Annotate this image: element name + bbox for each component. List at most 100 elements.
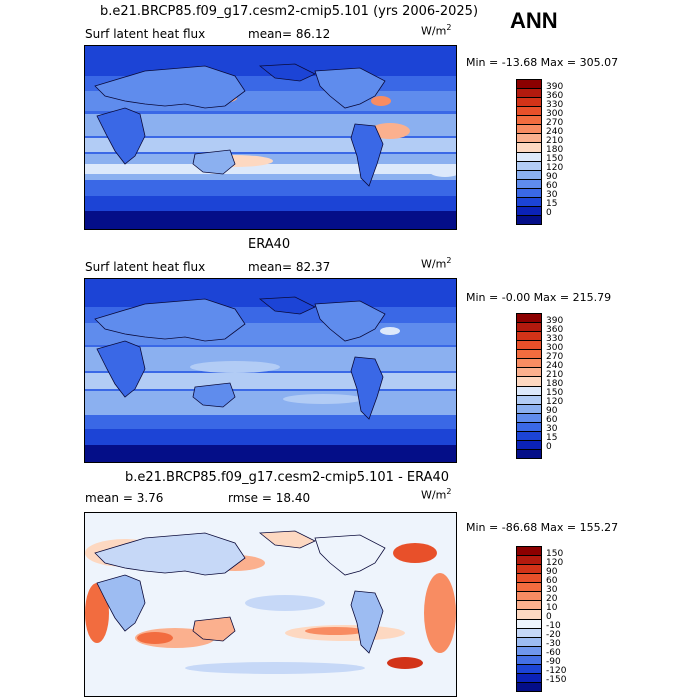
panel2-units: W/m2: [421, 256, 452, 271]
panel3-colorbar-swatch: [517, 673, 541, 683]
panel3-units: W/m2: [421, 487, 452, 502]
colorbar-tick-label: 300: [546, 109, 564, 119]
panel2-colorbar: [516, 313, 542, 459]
colorbar-tick-label: 330: [546, 100, 564, 110]
colorbar-tick-label: 60: [546, 576, 558, 586]
panel3-colorbar-swatch: [517, 556, 541, 566]
panel1-colorbar-swatch: [517, 179, 541, 189]
colorbar-tick-label: 120: [546, 558, 564, 568]
colorbar-tick-label: 330: [546, 334, 564, 344]
colorbar-tick-label: 20: [546, 594, 558, 604]
colorbar-tick-label: -60: [546, 648, 561, 658]
panel1-colorbar-swatch: [517, 125, 541, 135]
panel2-colorbar-swatch: [517, 332, 541, 342]
panel1-colorbar-swatch: [517, 98, 541, 108]
panel3-colorbar-swatch: [517, 664, 541, 674]
colorbar-tick-label: -30: [546, 639, 561, 649]
panel1-colorbar-swatch: [517, 206, 541, 216]
panel2-colorbar-swatch: [517, 368, 541, 378]
panel1-colorbar-swatch: [517, 161, 541, 171]
panel3-rmse: rmse = 18.40: [228, 491, 311, 505]
panel3-colorbar-swatch: [517, 601, 541, 611]
colorbar-tick-label: 0: [546, 442, 552, 452]
panel3-colorbar-swatch: [517, 574, 541, 584]
colorbar-tick-label: -10: [546, 621, 561, 631]
colorbar-tick-label: 15: [546, 199, 558, 209]
panel2-colorbar-ticks: 390 360 330 300 270 240 210 180 150 120 90 60 30 15 0: [546, 313, 586, 457]
panel1-variable: Surf latent heat flux: [85, 27, 206, 41]
panel1-title: b.e21.BRCP85.f09_g17.cesm2-cmip5.101 (yr…: [100, 4, 479, 19]
panel1-colorbar-swatch: [517, 116, 541, 126]
panel1-colorbar-swatch: [517, 215, 541, 224]
panel2-colorbar-swatch: [517, 377, 541, 387]
colorbar-tick-label: 180: [546, 379, 564, 389]
colorbar-tick-label: 90: [546, 172, 558, 182]
colorbar-tick-label: -120: [546, 666, 567, 676]
panel2-colorbar-swatch: [517, 404, 541, 414]
colorbar-tick-label: 30: [546, 424, 558, 434]
panel1-mean: mean= 86.12: [248, 27, 331, 41]
panel3-colorbar: [516, 546, 542, 692]
panel3-colorbar-ticks: 150 120 90 60 30 20 10 0 -10 -20 -30 -60 -90 -120 -150: [546, 546, 586, 690]
panel1-colorbar-swatch: [517, 152, 541, 162]
panel1-colorbar-swatch: [517, 143, 541, 153]
panel3-colorbar-swatch: [517, 619, 541, 629]
panel3-mean: mean = 3.76: [85, 491, 164, 505]
colorbar-tick-label: -20: [546, 630, 561, 640]
panel2-map-svg: [85, 279, 456, 462]
colorbar-tick-label: 360: [546, 325, 564, 335]
panel2-colorbar-swatch: [517, 440, 541, 450]
panel1-units: W/m2: [421, 23, 452, 38]
colorbar-tick-label: -150: [546, 675, 567, 685]
colorbar-tick-label: 10: [546, 603, 558, 613]
panel3-map: [84, 512, 457, 697]
panel2-colorbar-swatch: [517, 395, 541, 405]
panel3-colorbar-swatch: [517, 646, 541, 656]
colorbar-tick-label: 240: [546, 127, 564, 137]
panel3-title: b.e21.BRCP85.f09_g17.cesm2-cmip5.101 - E…: [125, 470, 450, 485]
panel2-map: [84, 278, 457, 463]
colorbar-tick-label: 300: [546, 343, 564, 353]
panel1-colorbar-swatch: [517, 170, 541, 180]
season-label: ANN: [510, 8, 558, 33]
panel3-colorbar-swatch: [517, 592, 541, 602]
panel1-colorbar-swatch: [517, 80, 541, 90]
colorbar-tick-label: 120: [546, 397, 564, 407]
panel2-colorbar-swatch: [517, 386, 541, 396]
colorbar-tick-label: 390: [546, 82, 564, 92]
panel3-colorbar-swatch: [517, 565, 541, 575]
panel1-map-svg: [85, 46, 456, 229]
colorbar-tick-label: 90: [546, 406, 558, 416]
colorbar-tick-label: 30: [546, 190, 558, 200]
colorbar-tick-label: 30: [546, 585, 558, 595]
panel3-colorbar-swatch: [517, 610, 541, 620]
colorbar-tick-label: 150: [546, 154, 564, 164]
panel2-colorbar-swatch: [517, 314, 541, 324]
colorbar-tick-label: 210: [546, 136, 564, 146]
colorbar-tick-label: 390: [546, 316, 564, 326]
panel2-colorbar-swatch: [517, 350, 541, 360]
panel3-colorbar-swatch: [517, 583, 541, 593]
panel2-colorbar-swatch: [517, 449, 541, 458]
colorbar-tick-label: 0: [546, 612, 552, 622]
colorbar-tick-label: 60: [546, 181, 558, 191]
panel2-colorbar-swatch: [517, 323, 541, 333]
panel2-colorbar-swatch: [517, 431, 541, 441]
panel1-colorbar-swatch: [517, 188, 541, 198]
panel3-colorbar-swatch: [517, 682, 541, 691]
colorbar-tick-label: 150: [546, 388, 564, 398]
panel3-map-svg: [85, 513, 456, 696]
panel2-mean: mean= 82.37: [248, 260, 331, 274]
panel1-minmax: Min = -13.68 Max = 305.07: [466, 56, 619, 69]
panel2-colorbar-swatch: [517, 422, 541, 432]
colorbar-tick-label: 360: [546, 91, 564, 101]
panel2-title: ERA40: [248, 237, 291, 252]
colorbar-tick-label: 240: [546, 361, 564, 371]
colorbar-tick-label: 120: [546, 163, 564, 173]
panel2-colorbar-swatch: [517, 359, 541, 369]
colorbar-tick-label: 270: [546, 118, 564, 128]
panel1-colorbar-swatch: [517, 134, 541, 144]
panel1-colorbar-swatch: [517, 197, 541, 207]
panel1-colorbar-swatch: [517, 89, 541, 99]
colorbar-tick-label: 150: [546, 549, 564, 559]
